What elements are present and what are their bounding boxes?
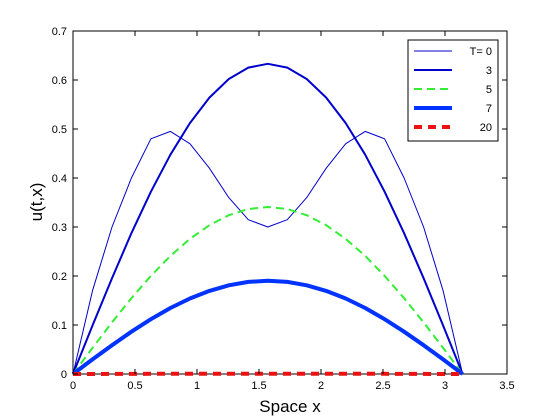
x-tick-label: 1	[194, 380, 200, 392]
x-tick-label: 0	[70, 380, 76, 392]
legend: T= 0 3 5 7 20	[407, 39, 499, 142]
y-tick-label: 0.1	[52, 320, 67, 332]
y-tick-label: 0.7	[52, 26, 67, 38]
y-tick-label: 0.3	[52, 222, 67, 234]
legend-label-4: 20	[480, 122, 492, 134]
y-tick-label: 0.2	[52, 271, 67, 283]
x-tick-label: 0.5	[127, 380, 142, 392]
y-tick-label: 0.5	[52, 124, 67, 136]
ticks-layer: 0 0.5 1 1.5 2 2.5 3 3.5 0 0.1 0.2 0.3 0.4 0.5 0.6 0.7	[52, 26, 515, 392]
x-tick-label: 3	[442, 380, 448, 392]
series-line-3	[71, 278, 464, 376]
series-line-0	[72, 130, 464, 375]
y-tick-label: 0	[61, 369, 67, 381]
series-layer	[71, 62, 464, 376]
y-axis-label: u(t,x)	[27, 183, 46, 222]
legend-label-0: T= 0	[470, 46, 492, 58]
y-tick-label: 0.6	[52, 75, 67, 87]
legend-label-3: 7	[486, 103, 492, 115]
x-tick-label: 1.5	[251, 380, 266, 392]
series-line-1	[72, 62, 464, 375]
y-tick-label: 0.4	[52, 173, 67, 185]
legend-label-1: 3	[486, 65, 492, 77]
legend-label-2: 5	[486, 84, 492, 96]
x-tick-label: 3.5	[499, 380, 514, 392]
series-line-2	[72, 206, 464, 375]
legend-box	[407, 39, 499, 142]
x-tick-label: 2.5	[375, 380, 390, 392]
x-tick-label: 2	[318, 380, 324, 392]
x-axis-label: Space x	[259, 397, 321, 416]
